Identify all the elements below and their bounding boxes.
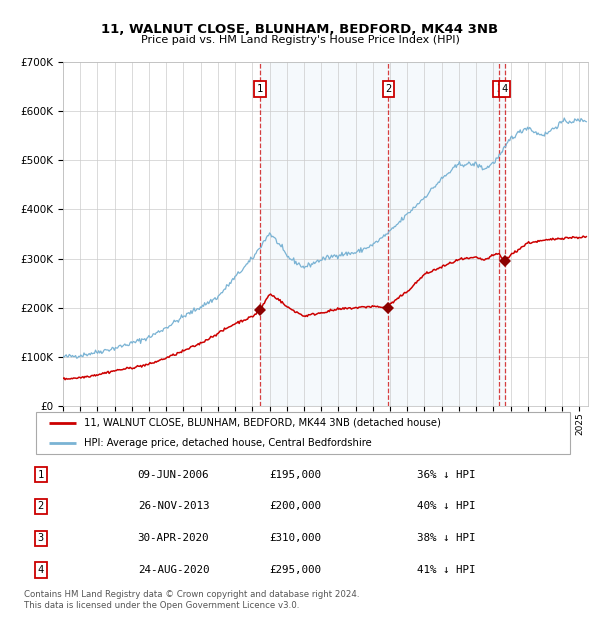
Text: 38% ↓ HPI: 38% ↓ HPI bbox=[417, 533, 476, 543]
Text: £310,000: £310,000 bbox=[269, 533, 321, 543]
Text: Price paid vs. HM Land Registry's House Price Index (HPI): Price paid vs. HM Land Registry's House … bbox=[140, 35, 460, 45]
Text: £195,000: £195,000 bbox=[269, 470, 321, 480]
Text: 1: 1 bbox=[38, 470, 44, 480]
Text: HPI: Average price, detached house, Central Bedfordshire: HPI: Average price, detached house, Cent… bbox=[84, 438, 372, 448]
Text: 2: 2 bbox=[385, 84, 391, 94]
Text: 41% ↓ HPI: 41% ↓ HPI bbox=[417, 565, 476, 575]
Text: 3: 3 bbox=[38, 533, 44, 543]
Text: 3: 3 bbox=[496, 84, 502, 94]
Text: 4: 4 bbox=[38, 565, 44, 575]
Text: 40% ↓ HPI: 40% ↓ HPI bbox=[417, 502, 476, 512]
Text: 4: 4 bbox=[502, 84, 508, 94]
Text: 11, WALNUT CLOSE, BLUNHAM, BEDFORD, MK44 3NB (detached house): 11, WALNUT CLOSE, BLUNHAM, BEDFORD, MK44… bbox=[84, 418, 441, 428]
Text: 36% ↓ HPI: 36% ↓ HPI bbox=[417, 470, 476, 480]
Text: 2: 2 bbox=[38, 502, 44, 512]
Text: £200,000: £200,000 bbox=[269, 502, 321, 512]
Text: 26-NOV-2013: 26-NOV-2013 bbox=[138, 502, 209, 512]
Text: 24-AUG-2020: 24-AUG-2020 bbox=[138, 565, 209, 575]
Text: 11, WALNUT CLOSE, BLUNHAM, BEDFORD, MK44 3NB: 11, WALNUT CLOSE, BLUNHAM, BEDFORD, MK44… bbox=[101, 23, 499, 36]
Text: Contains HM Land Registry data © Crown copyright and database right 2024.
This d: Contains HM Land Registry data © Crown c… bbox=[24, 590, 359, 609]
Text: £295,000: £295,000 bbox=[269, 565, 321, 575]
Bar bbox=[260, 62, 505, 406]
FancyBboxPatch shape bbox=[36, 412, 570, 454]
Text: 30-APR-2020: 30-APR-2020 bbox=[138, 533, 209, 543]
Text: 09-JUN-2006: 09-JUN-2006 bbox=[138, 470, 209, 480]
Text: 1: 1 bbox=[257, 84, 263, 94]
